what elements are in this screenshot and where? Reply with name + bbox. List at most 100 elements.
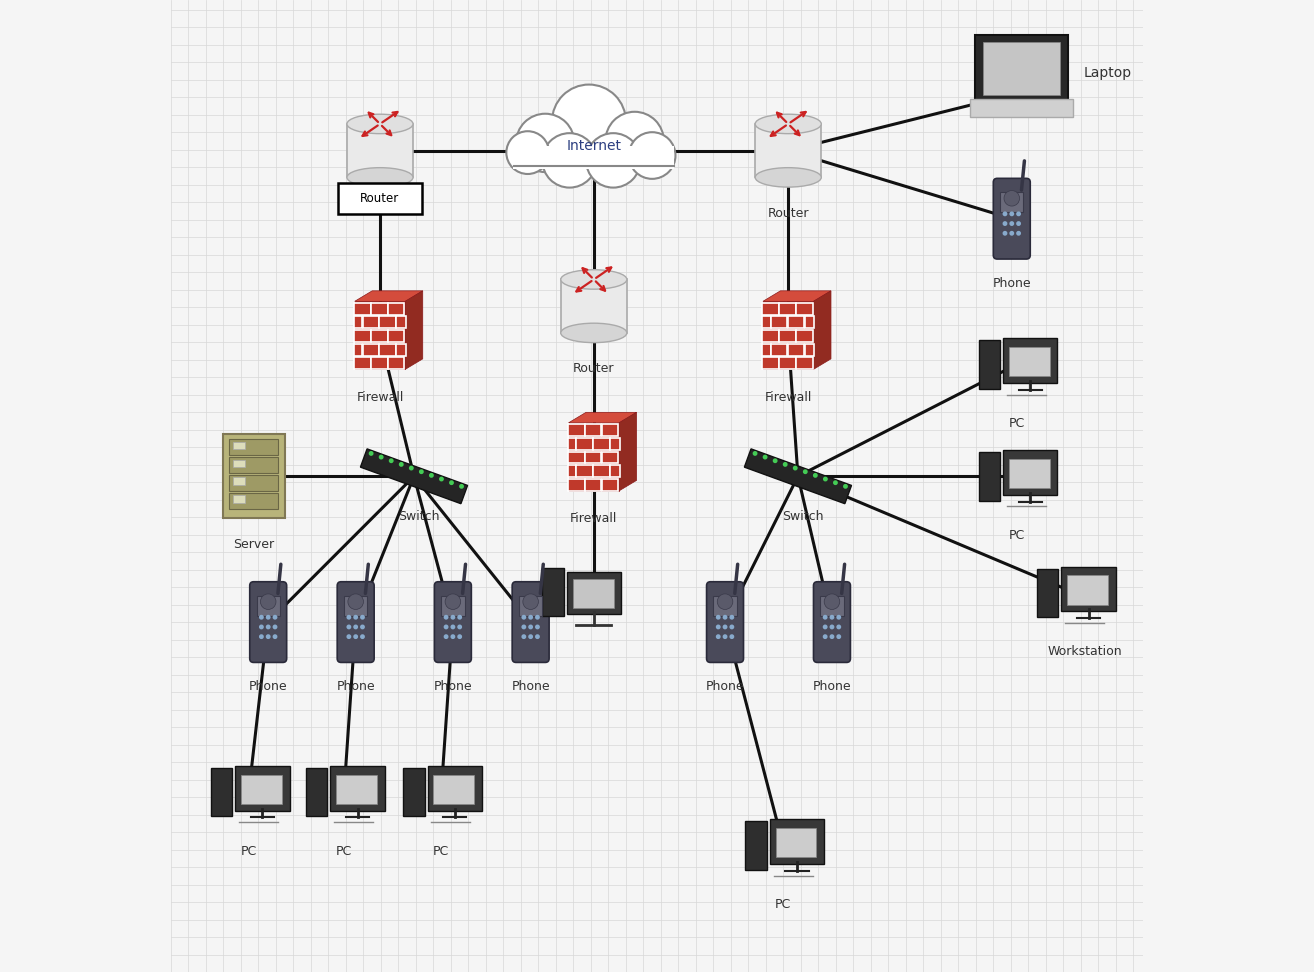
Circle shape xyxy=(729,615,735,620)
Circle shape xyxy=(535,615,540,620)
Text: Phone: Phone xyxy=(706,680,744,693)
FancyBboxPatch shape xyxy=(573,579,614,608)
Text: Phone: Phone xyxy=(336,680,374,693)
FancyBboxPatch shape xyxy=(230,439,279,455)
Circle shape xyxy=(419,469,424,474)
FancyBboxPatch shape xyxy=(979,340,1000,389)
Circle shape xyxy=(378,455,384,460)
Circle shape xyxy=(824,594,840,609)
Circle shape xyxy=(829,625,834,630)
Circle shape xyxy=(823,625,828,630)
FancyBboxPatch shape xyxy=(434,775,474,804)
Circle shape xyxy=(260,594,276,609)
Circle shape xyxy=(535,625,540,630)
Circle shape xyxy=(265,625,271,630)
Circle shape xyxy=(729,625,735,630)
FancyBboxPatch shape xyxy=(577,466,593,477)
FancyBboxPatch shape xyxy=(745,821,767,870)
FancyBboxPatch shape xyxy=(371,330,388,342)
Circle shape xyxy=(457,615,463,620)
FancyBboxPatch shape xyxy=(804,317,813,329)
Text: Phone: Phone xyxy=(434,680,472,693)
Circle shape xyxy=(844,484,848,489)
Text: Firewall: Firewall xyxy=(765,391,812,403)
Polygon shape xyxy=(756,124,821,177)
Ellipse shape xyxy=(561,269,627,290)
Text: Router: Router xyxy=(767,207,809,220)
FancyBboxPatch shape xyxy=(568,452,585,464)
FancyBboxPatch shape xyxy=(602,452,618,464)
FancyBboxPatch shape xyxy=(235,766,289,811)
Text: PC: PC xyxy=(1009,417,1025,430)
Circle shape xyxy=(428,473,434,478)
Circle shape xyxy=(783,462,787,467)
Circle shape xyxy=(444,625,448,630)
Circle shape xyxy=(445,594,461,609)
FancyBboxPatch shape xyxy=(762,358,779,369)
FancyBboxPatch shape xyxy=(250,581,286,663)
Circle shape xyxy=(522,625,527,630)
Circle shape xyxy=(1003,231,1008,235)
Polygon shape xyxy=(813,291,830,369)
FancyBboxPatch shape xyxy=(512,581,549,663)
Circle shape xyxy=(347,615,351,620)
FancyBboxPatch shape xyxy=(306,768,327,816)
Circle shape xyxy=(451,615,456,620)
FancyBboxPatch shape xyxy=(1003,450,1058,495)
FancyBboxPatch shape xyxy=(585,425,602,436)
FancyBboxPatch shape xyxy=(771,317,787,329)
Ellipse shape xyxy=(756,167,821,187)
FancyBboxPatch shape xyxy=(971,99,1072,117)
Circle shape xyxy=(836,615,841,620)
Text: Router: Router xyxy=(360,192,399,205)
Circle shape xyxy=(1009,212,1014,217)
Circle shape xyxy=(528,635,533,640)
FancyBboxPatch shape xyxy=(1003,338,1058,383)
FancyBboxPatch shape xyxy=(594,466,610,477)
Circle shape xyxy=(803,469,808,474)
Circle shape xyxy=(552,85,625,158)
FancyBboxPatch shape xyxy=(979,452,1000,501)
FancyBboxPatch shape xyxy=(568,425,585,436)
Circle shape xyxy=(1016,231,1021,235)
Circle shape xyxy=(823,635,828,640)
Text: Workstation: Workstation xyxy=(1047,645,1122,658)
FancyBboxPatch shape xyxy=(380,317,396,329)
FancyBboxPatch shape xyxy=(233,496,244,503)
Text: PC: PC xyxy=(240,845,256,857)
Circle shape xyxy=(723,625,728,630)
Circle shape xyxy=(716,625,720,630)
Circle shape xyxy=(347,625,351,630)
FancyBboxPatch shape xyxy=(233,441,244,449)
Circle shape xyxy=(265,635,271,640)
Circle shape xyxy=(272,625,277,630)
Polygon shape xyxy=(561,280,627,332)
Text: PC: PC xyxy=(1009,529,1025,541)
FancyBboxPatch shape xyxy=(762,330,779,342)
Polygon shape xyxy=(355,301,405,369)
FancyBboxPatch shape xyxy=(338,581,374,663)
FancyBboxPatch shape xyxy=(371,303,388,315)
Ellipse shape xyxy=(347,167,413,187)
Text: Router: Router xyxy=(573,362,615,375)
FancyBboxPatch shape xyxy=(233,460,244,468)
Text: PC: PC xyxy=(434,845,449,857)
FancyBboxPatch shape xyxy=(787,344,804,356)
Polygon shape xyxy=(360,449,468,503)
Text: Switch: Switch xyxy=(782,510,824,523)
Circle shape xyxy=(535,635,540,640)
FancyBboxPatch shape xyxy=(344,596,368,616)
FancyBboxPatch shape xyxy=(388,330,405,342)
FancyBboxPatch shape xyxy=(256,596,280,616)
FancyBboxPatch shape xyxy=(779,358,796,369)
FancyBboxPatch shape xyxy=(983,42,1060,95)
Circle shape xyxy=(729,635,735,640)
FancyBboxPatch shape xyxy=(355,330,371,342)
Circle shape xyxy=(606,112,664,170)
Circle shape xyxy=(1016,212,1021,217)
Circle shape xyxy=(272,615,277,620)
Circle shape xyxy=(723,635,728,640)
FancyBboxPatch shape xyxy=(363,344,380,356)
Circle shape xyxy=(762,455,767,460)
Circle shape xyxy=(457,625,463,630)
